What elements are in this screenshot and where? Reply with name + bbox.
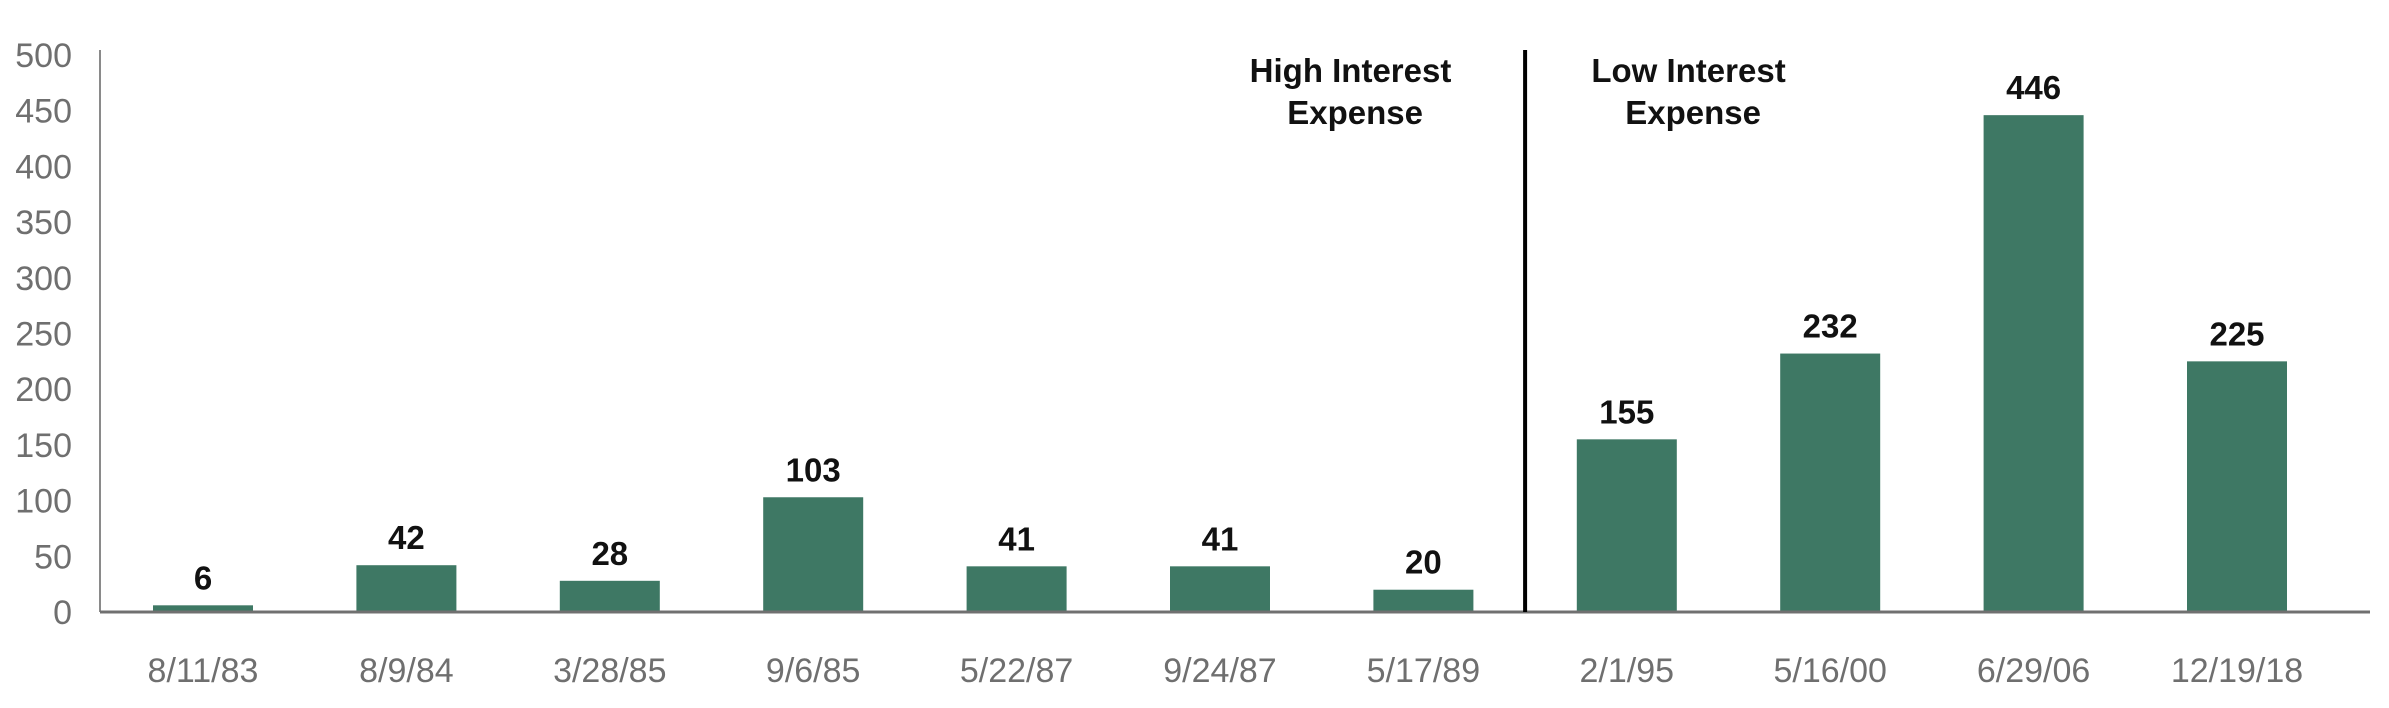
x-tick-label: 5/22/87 xyxy=(960,652,1073,690)
x-tick-label: 12/19/18 xyxy=(2171,652,2303,690)
data-label: 6 xyxy=(194,559,212,596)
bars-group xyxy=(153,115,2287,612)
annotation-low-interest-line2: Expense xyxy=(1625,94,1761,131)
x-tick-label: 9/6/85 xyxy=(766,652,861,690)
bar xyxy=(559,580,660,612)
y-tick-label: 100 xyxy=(15,483,72,521)
y-tick-label: 250 xyxy=(15,316,72,354)
y-tick-label: 500 xyxy=(15,37,72,75)
y-tick-label: 200 xyxy=(15,371,72,409)
data-label: 225 xyxy=(2209,315,2264,352)
bar xyxy=(153,605,253,612)
data-label: 28 xyxy=(591,535,628,572)
x-tick-label: 3/28/85 xyxy=(553,652,666,690)
y-tick-label: 300 xyxy=(15,260,72,298)
annotation-low-interest: Low Interest Expense xyxy=(1591,52,1795,131)
bar xyxy=(1576,439,1677,612)
bar xyxy=(1170,566,1270,612)
y-tick-label: 350 xyxy=(15,204,72,242)
annotation-low-interest-line1: Low Interest xyxy=(1591,52,1785,89)
x-tick-label: 5/17/89 xyxy=(1367,652,1480,690)
bar xyxy=(1780,353,1881,612)
bar xyxy=(1983,115,2084,612)
y-tick-label: 400 xyxy=(15,148,72,186)
y-tick-label: 0 xyxy=(53,594,72,632)
bar xyxy=(1373,589,1474,612)
bar xyxy=(2187,361,2287,612)
x-tick-label: 8/9/84 xyxy=(359,652,454,690)
annotation-high-interest-line1: High Interest xyxy=(1250,52,1452,89)
annotation-high-interest: High Interest Expense xyxy=(1250,52,1461,131)
data-label: 42 xyxy=(388,519,425,556)
data-label: 232 xyxy=(1803,308,1858,345)
data-label: 103 xyxy=(786,451,841,488)
bar xyxy=(763,497,864,612)
y-axis-ticks: 0 50 100 150 200 250 300 350 400 450 500 xyxy=(15,37,72,632)
annotation-high-interest-line2: Expense xyxy=(1287,94,1423,131)
bar xyxy=(966,566,1067,612)
data-label: 446 xyxy=(2006,69,2061,106)
data-label: 41 xyxy=(1202,520,1239,557)
x-axis-ticks: 8/11/83 8/9/84 3/28/85 9/6/85 5/22/87 9/24/87… xyxy=(148,652,2304,690)
x-tick-label: 6/29/06 xyxy=(1977,652,2090,690)
data-label: 41 xyxy=(998,520,1035,557)
y-tick-label: 450 xyxy=(15,93,72,131)
x-tick-label: 8/11/83 xyxy=(148,652,259,690)
data-label: 155 xyxy=(1599,393,1654,430)
x-tick-label: 5/16/00 xyxy=(1773,652,1886,690)
x-tick-label: 2/1/95 xyxy=(1580,652,1675,690)
x-tick-label: 9/24/87 xyxy=(1163,652,1276,690)
data-label: 20 xyxy=(1405,544,1442,581)
data-labels: 6 42 28 103 41 41 20 155 232 446 225 xyxy=(194,69,2265,596)
y-tick-label: 150 xyxy=(15,427,72,465)
y-tick-label: 50 xyxy=(34,538,72,576)
bar xyxy=(356,565,457,612)
